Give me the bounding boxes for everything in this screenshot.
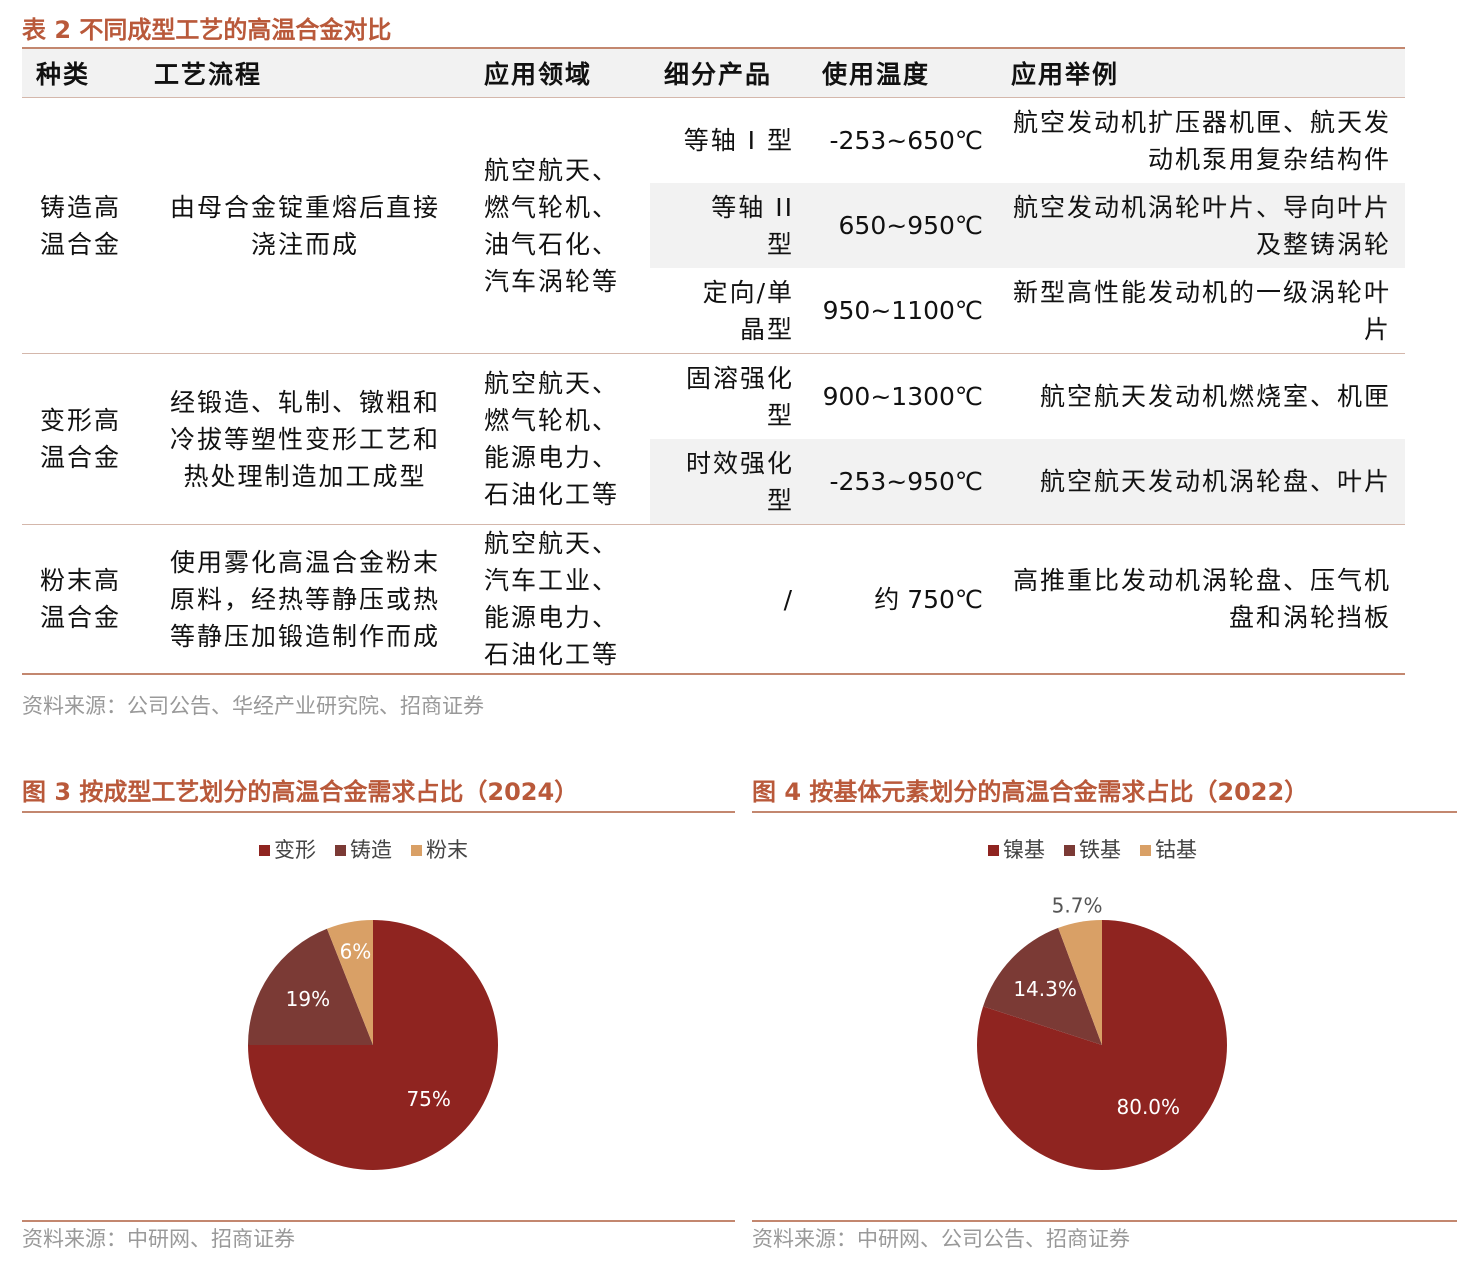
example-text: 新型高性能发动机的一级涡轮叶片 [1013,277,1392,344]
table-title: 表 2 不同成型工艺的高温合金对比 [22,16,392,44]
application-text: 航空航天、燃气轮机、能源电力、石油化工等 [484,369,620,509]
example-cell: 航空航天发动机燃烧室、机匣 [997,353,1405,439]
header-cell: 种类 [22,48,140,98]
legend-swatch [988,845,999,856]
process-text: 由母合金锭重熔后直接浇注而成 [169,192,440,259]
temperature-cell: -253~950℃ [808,439,997,525]
chart-source: 资料来源：中研网、招商证券 [22,1227,295,1251]
example-text: 航空航天发动机涡轮盘、叶片 [1039,467,1391,496]
header-cell: 应用举例 [997,48,1405,98]
product-cell: 等轴 I 型 [650,97,808,183]
example-text: 航空发动机扩压器机匣、航天发动机泵用复杂结构件 [1013,107,1392,174]
table-body: 铸造高温合金 由母合金锭重熔后直接浇注而成 航空航天、燃气轮机、油气石化、汽车涡轮等… [22,97,1405,674]
product-text: 定向/单晶型 [702,277,794,344]
legend-label: 变形 [274,838,316,862]
product-cell: 定向/单晶型 [650,268,808,354]
example-cell: 新型高性能发动机的一级涡轮叶片 [997,268,1405,354]
product-cell: 等轴 II 型 [650,183,808,268]
product-text: 时效强化型 [685,448,794,515]
data-label: 5.7% [1052,894,1103,918]
temperature-cell: 950~1100℃ [822,296,983,325]
pie-slice [326,920,373,1045]
data-label: 75% [406,1087,450,1111]
process-text: 使用雾化高温合金粉末原料，经热等静压或热等静压加锻造制作而成 [169,547,440,651]
application-cell: 航空航天、汽车工业、能源电力、石油化工等 [470,524,650,674]
legend-swatch [411,845,422,856]
table-source: 资料来源：公司公告、华经产业研究院、招商证券 [22,694,484,718]
pie-slice [983,927,1102,1045]
table: 种类 工艺流程 应用领域 细分产品 使用温度 应用举例 铸造高温合金 由母合金锭重熔后直接浇… [22,47,1405,675]
category-text: 铸造高温合金 [40,192,122,259]
data-label: 19% [286,987,330,1011]
application-cell: 航空航天、燃气轮机、能源电力、石油化工等 [470,353,650,525]
data-label: 80.0% [1117,1095,1181,1119]
product-cell: 时效强化型 [650,439,808,525]
temperature-cell: -253~650℃ [808,97,997,183]
header-row: 种类 工艺流程 应用领域 细分产品 使用温度 应用举例 [22,48,1405,98]
temperature-cell: 约 750℃ [808,524,997,674]
product-text: 等轴 II 型 [711,192,794,259]
chart-source: 资料来源：中研网、公司公告、招商证券 [752,1227,1130,1251]
application-text: 航空航天、汽车工业、能源电力、石油化工等 [484,529,620,669]
legend-swatch [259,845,270,856]
temperature-cell: 650~950℃ [808,183,997,268]
product-text: 等轴 I 型 [683,126,794,155]
category-text: 变形高温合金 [40,406,122,472]
chart-title: 图 4 按基体元素划分的高温合金需求占比（2022） [752,778,1308,806]
legend-swatch [1064,845,1075,856]
product-text: 固溶强化型 [685,363,794,430]
data-label: 6% [340,939,372,963]
example-text: 航空航天发动机燃烧室、机匣 [1039,382,1391,411]
process-cell: 由母合金锭重熔后直接浇注而成 [140,97,470,354]
table-row: 定向/单晶型 950~1100℃ 新型高性能发动机的一级涡轮叶片 [22,268,1405,354]
legend-label: 铸造 [350,838,392,862]
pie-slice [1058,920,1102,1045]
header-cell: 细分产品 [650,48,808,98]
pie-slice [248,928,373,1045]
example-text: 高推重比发动机涡轮盘、压气机盘和涡轮挡板 [1013,566,1392,632]
legend-swatch [1140,845,1151,856]
product-cell: / [650,524,808,674]
data-label: 14.3% [1013,977,1077,1001]
table-row: 等轴 II 型 650~950℃ 航空发动机涡轮叶片、导向叶片及整铸涡轮 [22,183,1405,268]
legend-swatch [335,845,346,856]
process-text: 经锻造、轧制、镦粗和冷拔等塑性变形工艺和热处理制造加工成型 [169,387,440,491]
example-cell: 航空发动机涡轮叶片、导向叶片及整铸涡轮 [997,183,1405,268]
category-cell: 粉末高温合金 [22,524,140,674]
application-cell: 航空航天、燃气轮机、油气石化、汽车涡轮等 [470,97,650,354]
table-row: 铸造高温合金 由母合金锭重熔后直接浇注而成 航空航天、燃气轮机、油气石化、汽车涡轮等… [22,97,1405,354]
example-cell: 航空航天发动机涡轮盘、叶片 [997,439,1405,525]
process-cell: 使用雾化高温合金粉末原料，经热等静压或热等静压加锻造制作而成 [140,524,470,674]
header-cell: 使用温度 [808,48,997,98]
example-cell: 高推重比发动机涡轮盘、压气机盘和涡轮挡板 [997,524,1405,674]
table-row: 时效强化型 -253~950℃ 航空航天发动机涡轮盘、叶片 [22,439,1405,525]
chart-title: 图 3 按成型工艺划分的高温合金需求占比（2024） [22,778,578,806]
category-cell: 变形高温合金 [22,353,140,525]
table-row: 变形高温合金 经锻造、轧制、镦粗和冷拔等塑性变形工艺和热处理制造加工成型 航空航天、… [22,353,1405,525]
legend-label: 镍基 [1003,838,1045,862]
temperature-cell: 900~1300℃ [808,353,997,439]
header-cell: 工艺流程 [140,48,470,98]
example-text: 航空发动机涡轮叶片、导向叶片及整铸涡轮 [1013,192,1392,259]
legend-label: 铁基 [1079,838,1121,862]
table-row: 粉末高温合金 使用雾化高温合金粉末原料，经热等静压或热等静压加锻造制作而成 航空航天… [22,524,1405,674]
application-text: 航空航天、燃气轮机、油气石化、汽车涡轮等 [484,155,620,296]
legend-label: 粉末 [426,838,468,862]
product-text: / [783,584,794,614]
legend-label: 钴基 [1155,838,1197,862]
example-cell: 航空发动机扩压器机匣、航天发动机泵用复杂结构件 [997,97,1405,183]
product-cell: 固溶强化型 [650,353,808,439]
category-cell: 铸造高温合金 [22,97,140,354]
category-text: 粉末高温合金 [40,566,122,632]
process-cell: 经锻造、轧制、镦粗和冷拔等塑性变形工艺和热处理制造加工成型 [140,353,470,525]
header-cell: 应用领域 [470,48,650,98]
